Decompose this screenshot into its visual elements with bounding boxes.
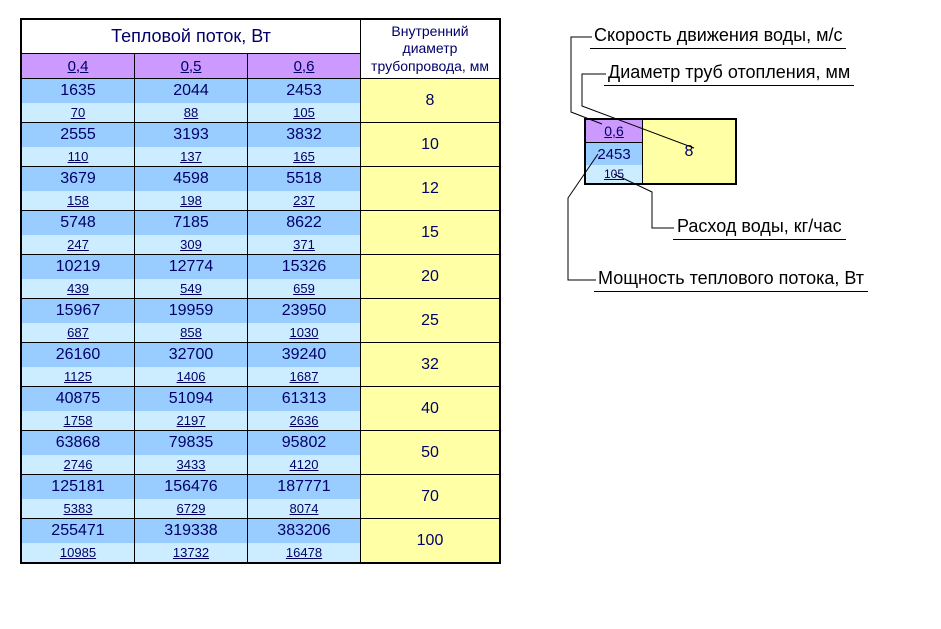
power-cell: 10219 [21,255,135,280]
power-cell: 5518 [248,167,361,192]
flow-cell: 158 [21,191,135,211]
heat-header: Тепловой поток, Вт [21,19,361,54]
power-cell: 15326 [248,255,361,280]
diam-header: Внутреннийдиаметртрубопровода, мм [361,19,501,79]
power-cell: 7185 [135,211,248,236]
flow-cell: 1125 [21,367,135,387]
power-cell: 2555 [21,123,135,148]
diameter-cell: 50 [361,431,501,475]
diameter-cell: 100 [361,519,501,564]
sample-flow: 105 [585,165,643,184]
power-cell: 51094 [135,387,248,412]
power-cell: 319338 [135,519,248,544]
sample-diam: 8 [643,119,737,184]
power-cell: 156476 [135,475,248,500]
power-cell: 187771 [248,475,361,500]
diameter-cell: 8 [361,79,501,123]
power-cell: 4598 [135,167,248,192]
flow-cell: 237 [248,191,361,211]
flow-cell: 1758 [21,411,135,431]
power-cell: 12774 [135,255,248,280]
flow-cell: 1030 [248,323,361,343]
flow-cell: 2197 [135,411,248,431]
flow-cell: 2746 [21,455,135,475]
power-cell: 23950 [248,299,361,324]
power-cell: 39240 [248,343,361,368]
power-cell: 15967 [21,299,135,324]
flow-cell: 105 [248,103,361,123]
flow-cell: 70 [21,103,135,123]
power-cell: 32700 [135,343,248,368]
power-cell: 3193 [135,123,248,148]
sample-speed: 0,6 [585,119,643,143]
flow-cell: 165 [248,147,361,167]
flow-cell: 137 [135,147,248,167]
flow-cell: 5383 [21,499,135,519]
power-cell: 255471 [21,519,135,544]
power-cell: 2044 [135,79,248,104]
flow-cell: 2636 [248,411,361,431]
power-cell: 2453 [248,79,361,104]
power-cell: 63868 [21,431,135,456]
flow-cell: 687 [21,323,135,343]
legend-speed: Скорость движения воды, м/с [590,25,846,49]
flow-cell: 439 [21,279,135,299]
diameter-cell: 40 [361,387,501,431]
flow-cell: 13732 [135,543,248,563]
legend-flow: Расход воды, кг/час [673,216,846,240]
speed-header-1: 0,5 [135,54,248,79]
power-cell: 8622 [248,211,361,236]
flow-cell: 198 [135,191,248,211]
flow-cell: 6729 [135,499,248,519]
speed-header-2: 0,6 [248,54,361,79]
diameter-cell: 20 [361,255,501,299]
flow-cell: 16478 [248,543,361,563]
power-cell: 79835 [135,431,248,456]
flow-cell: 858 [135,323,248,343]
flow-cell: 371 [248,235,361,255]
flow-cell: 1406 [135,367,248,387]
power-cell: 95802 [248,431,361,456]
power-cell: 1635 [21,79,135,104]
diameter-cell: 25 [361,299,501,343]
flow-cell: 8074 [248,499,361,519]
legend-power: Мощность теплового потока, Вт [594,268,868,292]
power-cell: 125181 [21,475,135,500]
flow-cell: 309 [135,235,248,255]
flow-cell: 1687 [248,367,361,387]
flow-cell: 3433 [135,455,248,475]
power-cell: 19959 [135,299,248,324]
flow-cell: 659 [248,279,361,299]
diameter-cell: 32 [361,343,501,387]
power-cell: 5748 [21,211,135,236]
speed-header-0: 0,4 [21,54,135,79]
power-cell: 383206 [248,519,361,544]
flow-cell: 4120 [248,455,361,475]
flow-cell: 549 [135,279,248,299]
diameter-cell: 12 [361,167,501,211]
flow-cell: 247 [21,235,135,255]
power-cell: 61313 [248,387,361,412]
power-cell: 3832 [248,123,361,148]
flow-cell: 10985 [21,543,135,563]
diameter-cell: 15 [361,211,501,255]
flow-cell: 110 [21,147,135,167]
power-cell: 3679 [21,167,135,192]
power-cell: 26160 [21,343,135,368]
legend-diam: Диаметр труб отопления, мм [604,62,854,86]
sample-power: 2453 [585,143,643,166]
legend-sample: 0,6 8 2453 105 [584,118,737,185]
heat-flow-table: Тепловой поток, Вт Внутреннийдиаметртруб… [20,18,501,564]
diameter-cell: 70 [361,475,501,519]
diameter-cell: 10 [361,123,501,167]
power-cell: 40875 [21,387,135,412]
flow-cell: 88 [135,103,248,123]
